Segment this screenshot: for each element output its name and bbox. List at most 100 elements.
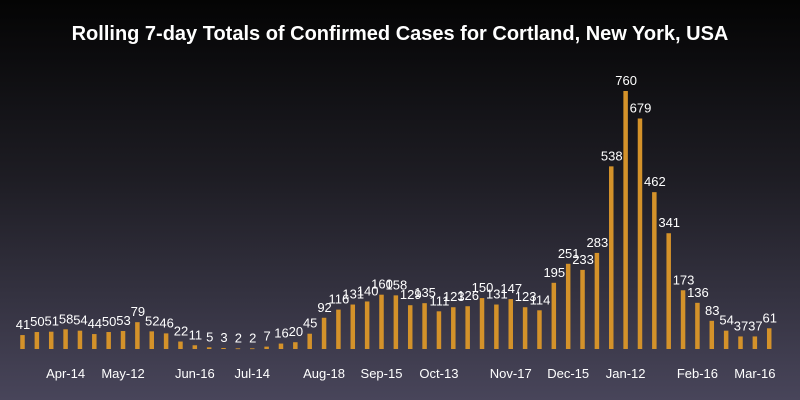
bar (479, 298, 485, 349)
data-label: 5 (206, 329, 213, 344)
data-label: 45 (303, 316, 317, 331)
data-label: 7 (264, 329, 271, 344)
data-label: 135 (414, 285, 436, 300)
data-label: 44 (88, 316, 102, 331)
bar (120, 331, 126, 349)
data-label: 46 (159, 315, 173, 330)
data-label: 52 (145, 313, 159, 328)
data-label: 140 (357, 283, 379, 298)
data-label: 251 (558, 246, 580, 261)
bar (34, 332, 40, 349)
data-label: 173 (673, 272, 695, 287)
bar (666, 233, 671, 349)
bar (695, 302, 700, 349)
bar (407, 305, 413, 349)
x-tick-label: Oct-13 (419, 366, 458, 381)
bar (20, 335, 25, 349)
data-label: 114 (530, 292, 551, 307)
data-label: 116 (329, 292, 350, 307)
data-label: 54 (73, 313, 87, 328)
bar (206, 347, 212, 349)
data-label: 50 (30, 314, 44, 329)
bars-group (20, 91, 772, 350)
bar (77, 330, 83, 349)
bar (192, 345, 198, 349)
x-tick-label: Aug-18 (303, 366, 345, 381)
bar (379, 294, 384, 349)
x-axis-ticks: Apr-14 May-12 Jun-16 Jul-14 Aug-18 Sep-15 Oct-… (46, 366, 775, 381)
bar (336, 309, 341, 349)
bar (565, 263, 571, 349)
bar (106, 332, 111, 349)
data-label: 51 (44, 314, 58, 329)
data-label: 79 (131, 304, 145, 319)
data-label: 50 (102, 314, 116, 329)
bar (135, 322, 140, 349)
bar (522, 307, 528, 349)
data-label: 16 (274, 326, 288, 341)
bar (680, 290, 686, 349)
bar (393, 295, 399, 349)
bar (508, 299, 513, 349)
bar (422, 303, 427, 349)
bar (63, 329, 68, 349)
x-tick-label: Apr-14 (46, 366, 85, 381)
data-label: 2 (235, 330, 242, 345)
data-label: 41 (16, 317, 30, 332)
bar (149, 331, 154, 349)
x-tick-label: Feb-16 (677, 366, 718, 381)
data-label: 131 (486, 287, 508, 302)
data-label: 150 (472, 280, 494, 295)
data-label: 53 (116, 313, 130, 328)
x-tick-label: May-12 (101, 366, 144, 381)
data-label: 679 (630, 101, 652, 116)
data-label: 11 (189, 327, 203, 342)
data-label: 233 (572, 252, 594, 267)
x-tick-label: Sep-15 (361, 366, 403, 381)
data-label: 58 (59, 311, 73, 326)
bar (580, 269, 585, 349)
data-label: 158 (386, 277, 408, 292)
data-label: 136 (687, 285, 709, 300)
bar (92, 334, 97, 349)
bar (637, 118, 643, 349)
bar (652, 192, 657, 349)
data-label: 131 (342, 287, 364, 302)
chart-title: Rolling 7-day Totals of Confirmed Cases … (72, 23, 729, 45)
bar (738, 336, 743, 349)
bar (48, 331, 54, 349)
data-label: 37 (734, 318, 748, 333)
bar (494, 304, 499, 349)
bar (465, 306, 470, 349)
x-tick-label: Jan-12 (606, 366, 646, 381)
bar (163, 333, 169, 349)
bar (594, 252, 600, 349)
data-label: 3 (220, 330, 227, 345)
x-tick-label: Dec-15 (547, 366, 589, 381)
bar (178, 341, 183, 349)
data-label: 283 (587, 235, 609, 250)
x-tick-label: Nov-17 (490, 366, 532, 381)
data-label: 341 (658, 215, 680, 230)
data-label: 195 (543, 265, 565, 280)
bar (250, 348, 255, 350)
data-label: 37 (748, 318, 762, 333)
data-label: 123 (515, 289, 537, 304)
bar (264, 346, 269, 349)
bar (350, 304, 356, 349)
bar (321, 317, 327, 349)
data-label: 111 (430, 293, 450, 308)
x-tick-label: Jun-16 (175, 366, 215, 381)
data-label: 462 (644, 174, 666, 189)
bar (451, 307, 456, 349)
bar (364, 301, 370, 349)
bar (551, 282, 557, 349)
bar (278, 343, 284, 349)
data-label: 760 (615, 73, 637, 88)
data-label: 54 (719, 313, 733, 328)
x-tick-label: Jul-14 (235, 366, 270, 381)
data-label: 538 (601, 148, 623, 163)
